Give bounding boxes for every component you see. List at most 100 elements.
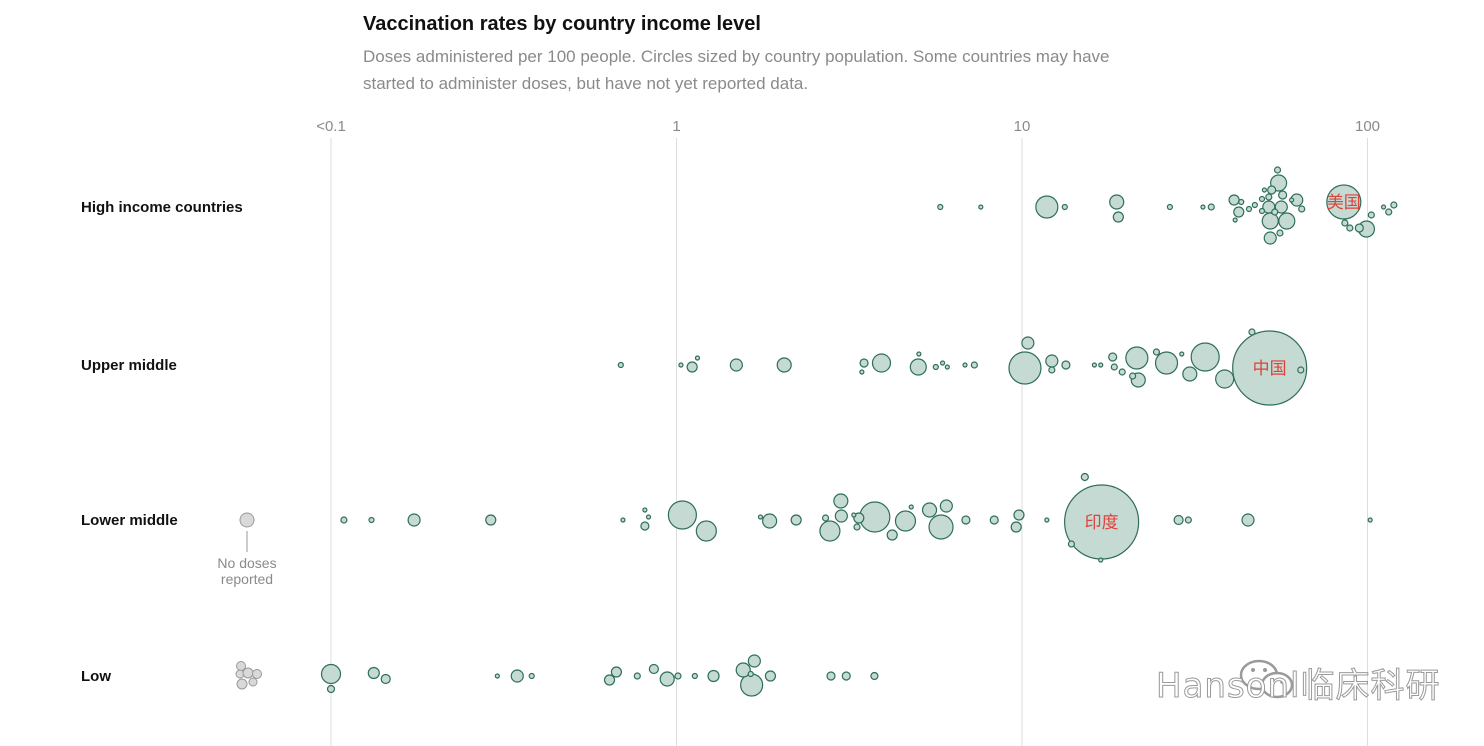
data-point [735, 662, 751, 678]
data-point [826, 671, 836, 681]
data-point [1098, 557, 1104, 563]
data-point [694, 355, 701, 361]
data-point [1154, 351, 1179, 375]
data-point [762, 513, 778, 529]
data-point [1109, 194, 1125, 210]
data-point [648, 663, 659, 675]
data-point [1125, 346, 1149, 370]
data-point [1380, 204, 1387, 210]
watermark-text: Hansonl临床科研 [1155, 666, 1441, 707]
data-point [707, 669, 720, 683]
data-point [1238, 198, 1245, 206]
page-title: Vaccination rates by country income leve… [363, 13, 761, 35]
data-point [1190, 342, 1220, 372]
data-point [1248, 328, 1256, 336]
data-point [928, 514, 954, 540]
data-point [1354, 223, 1364, 233]
data-point [659, 671, 675, 687]
data-point [640, 521, 650, 531]
data-point [729, 358, 743, 372]
data-point [962, 362, 968, 368]
data-point [494, 673, 500, 679]
data-point [833, 493, 849, 509]
data-point [1118, 368, 1126, 376]
data-point-usa [1326, 184, 1362, 220]
data-point [1061, 203, 1068, 211]
data-point [1278, 212, 1296, 230]
data-point [695, 520, 717, 542]
data-point [776, 357, 792, 373]
country-label-china: 中国 [1253, 359, 1287, 379]
data-point [886, 529, 898, 541]
data-point [764, 670, 777, 682]
data-point [510, 669, 524, 683]
data-point [1207, 203, 1215, 211]
data-point [1061, 360, 1071, 370]
data-point [1267, 185, 1277, 195]
data-point [1276, 229, 1284, 237]
data-point [1166, 203, 1174, 211]
data-point [1108, 352, 1118, 362]
data-point [1390, 201, 1398, 209]
data-point [678, 362, 684, 368]
data-point [1215, 369, 1235, 389]
data-point [853, 523, 861, 531]
data-point [1044, 517, 1050, 523]
data-point [485, 514, 497, 526]
data-point [1110, 363, 1118, 371]
data-point [870, 671, 879, 681]
data-point [859, 369, 865, 375]
data-point [1008, 351, 1042, 385]
data-point [932, 363, 939, 371]
data-point [834, 509, 848, 523]
data-point [908, 504, 914, 510]
x-tick-label: 10 [1014, 118, 1031, 135]
data-point [841, 671, 851, 681]
data-point [1021, 336, 1035, 350]
data-point [747, 654, 761, 668]
data-point [1241, 513, 1255, 527]
data-point [407, 513, 421, 527]
row-label: Low [81, 668, 111, 685]
row-label: Lower middle [81, 512, 178, 529]
data-point [757, 514, 764, 520]
country-label-usa: 美国 [1327, 193, 1361, 213]
data-point [603, 674, 616, 686]
data-point [1273, 166, 1282, 174]
data-point [1067, 540, 1076, 548]
data-point [937, 203, 944, 211]
data-point [1228, 194, 1240, 206]
data-point [1232, 217, 1238, 223]
data-point [1251, 201, 1258, 209]
data-point [620, 517, 626, 523]
data-point [1173, 514, 1184, 526]
data-point [747, 670, 754, 678]
data-point [819, 520, 841, 542]
x-tick-label: 100 [1355, 118, 1380, 135]
data-point [1346, 224, 1354, 232]
subtitle: Doses administered per 100 people. Circl… [363, 47, 1110, 93]
data-point [691, 672, 698, 680]
data-point [1261, 187, 1267, 193]
data-point [1258, 195, 1266, 203]
data-point [894, 510, 917, 532]
data-point [1233, 206, 1245, 218]
no-dose-point [252, 669, 262, 679]
data-point [1098, 362, 1104, 368]
data-point [821, 514, 830, 522]
data-point [1129, 372, 1137, 380]
x-tick-label: 1 [672, 118, 680, 135]
data-point [1045, 354, 1059, 368]
data-point [1341, 219, 1349, 227]
data-point [909, 358, 927, 376]
data-point [859, 501, 891, 533]
data-point [528, 672, 535, 680]
row-label: High income countries [81, 199, 243, 216]
wechat-icon [1239, 659, 1294, 699]
data-point [380, 673, 391, 685]
data-point [1367, 517, 1373, 523]
data-point [1367, 211, 1375, 219]
no-dose-point [248, 677, 258, 687]
data-point-china [1232, 330, 1308, 406]
